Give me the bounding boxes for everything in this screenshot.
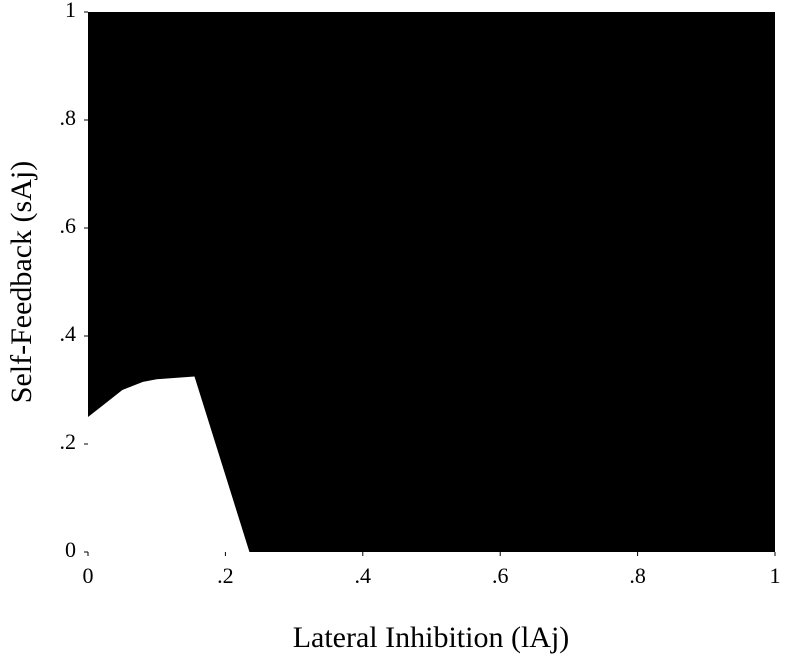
x-tick-label: .8 — [629, 563, 646, 588]
x-tick-label: .2 — [217, 563, 234, 588]
x-axis-label: Lateral Inhibition (lAj) — [293, 621, 570, 654]
x-tick-label: .6 — [492, 563, 509, 588]
x-tick-label: 1 — [770, 563, 781, 588]
y-tick-label: .8 — [60, 105, 77, 130]
y-tick-label: .2 — [60, 429, 77, 454]
y-tick-label: 1 — [65, 0, 76, 22]
x-tick-label: 0 — [83, 563, 94, 588]
y-tick-label: .4 — [60, 321, 77, 346]
x-tick-label: .4 — [355, 563, 372, 588]
y-tick-label: .6 — [60, 213, 77, 238]
y-axis-label: Self-Feedback (sAj) — [5, 161, 38, 403]
y-tick-label: 0 — [65, 537, 76, 562]
region-area — [88, 376, 250, 552]
